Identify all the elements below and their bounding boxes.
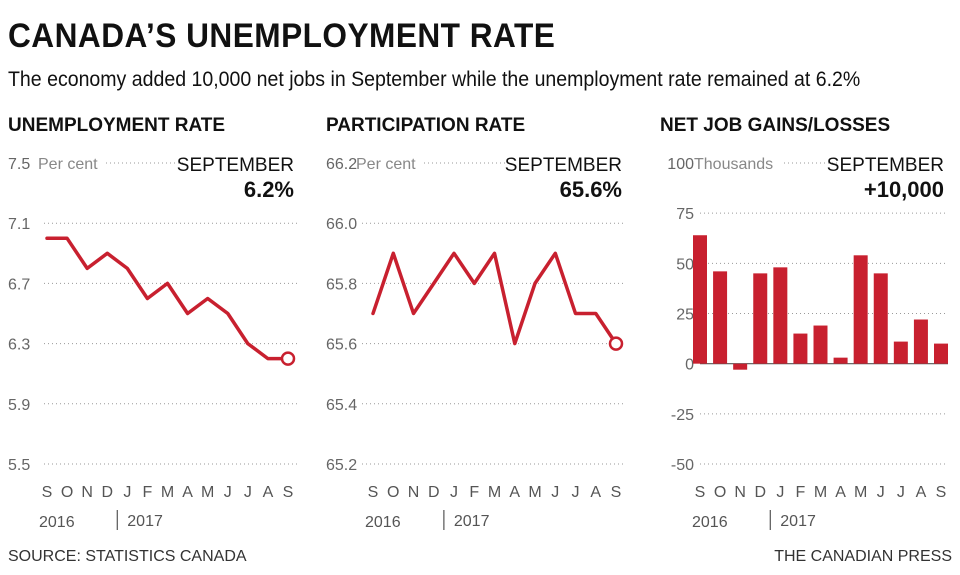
chart2-xtick-label: F	[469, 484, 479, 501]
chart3-xtick-label: M	[814, 484, 827, 501]
chart3-bar	[893, 341, 908, 364]
chart3-unit-label: Thousands	[694, 156, 773, 173]
chart2-series-line	[371, 251, 618, 346]
chart3-bar	[813, 325, 828, 364]
chart3-xtick-label: A	[916, 484, 927, 501]
chart1-series-line	[45, 236, 290, 361]
chart3-bar	[733, 363, 748, 370]
chart2-unit-label: Per cent	[356, 156, 416, 173]
chart1-xtick-label: J	[224, 484, 232, 501]
chart3-bar	[713, 271, 728, 364]
source-note: SOURCE: STATISTICS CANADA	[8, 548, 247, 565]
chart3-xtick-label: D	[754, 484, 766, 501]
chart3-year-label: 2016	[692, 514, 728, 531]
chart2-ytick-label: 66.0	[326, 216, 357, 233]
page-title: CANADA’S UNEMPLOYMENT RATE	[8, 17, 556, 55]
chart3-xtick-label: J	[897, 484, 905, 501]
chart1-xtick-label: J	[244, 484, 252, 501]
chart2-ytick-label: 65.6	[326, 337, 357, 354]
chart1-xtick-label: A	[263, 484, 274, 501]
chart1-xtick-label: M	[201, 484, 214, 501]
chart1-xtick-label: S	[283, 484, 294, 501]
chart3-xtick-label: S	[695, 484, 706, 501]
chart3-ytick-label: 0	[685, 357, 694, 374]
chart1-ytick-label: 6.3	[8, 337, 30, 354]
chart2-xtick-label: J	[450, 484, 458, 501]
chart2-xtick-label: S	[368, 484, 379, 501]
chart3-ytick-label: -50	[671, 457, 694, 474]
chart3-title: NET JOB GAINS/LOSSES	[660, 115, 890, 136]
chart3-bar	[773, 267, 788, 364]
chart3-bar	[693, 235, 707, 364]
chart3-bar	[873, 273, 888, 364]
chart1-ytick-label: 5.9	[8, 397, 30, 414]
chart1-xtick-label: M	[161, 484, 174, 501]
chart3-ytick-label: 25	[676, 307, 694, 324]
chart1-xtick-label: D	[101, 484, 113, 501]
chart1-title: UNEMPLOYMENT RATE	[8, 115, 225, 136]
chart3-xtick-label: J	[776, 484, 784, 501]
chart1-year-label: 2016	[39, 514, 75, 531]
chart1-ytick-label: 7.1	[8, 216, 30, 233]
chart3-ytick-label: 75	[676, 206, 694, 223]
page-subtitle: The economy added 10,000 net jobs in Sep…	[8, 68, 861, 91]
chart3-ytick-label: -25	[671, 407, 694, 424]
chart3-bar	[833, 357, 848, 364]
chart1-xtick-label: A	[182, 484, 193, 501]
chart1-callout-label: SEPTEMBER	[177, 155, 294, 176]
chart3-xtick-label: O	[714, 484, 726, 501]
chart3-xtick-label: S	[936, 484, 947, 501]
chart1-end-marker	[280, 351, 296, 366]
chart1-ytick-label: 6.7	[8, 276, 30, 293]
chart1-ytick-label: 5.5	[8, 457, 30, 474]
chart1-xtick-label: O	[61, 484, 73, 501]
chart3-xtick-label: J	[877, 484, 885, 501]
chart2-ytick-label: 66.2	[326, 156, 357, 173]
chart3-bar	[913, 319, 928, 364]
chart2-title: PARTICIPATION RATE	[326, 115, 525, 136]
chart3-ytick-label: 100	[667, 156, 694, 173]
chart3-year-label: 2017	[780, 513, 816, 530]
chart3-callout-value: +10,000	[864, 177, 944, 202]
chart3-bar	[853, 255, 868, 364]
chart2-callout-label: SEPTEMBER	[505, 155, 622, 176]
chart2-xtick-label: M	[528, 484, 541, 501]
chart2-xtick-label: N	[408, 484, 420, 501]
chart2-xtick-label: A	[509, 484, 520, 501]
chart2-xtick-label: O	[387, 484, 399, 501]
chart2-xtick-label: S	[611, 484, 622, 501]
chart2-xtick-label: D	[428, 484, 440, 501]
chart2-ytick-label: 65.2	[326, 457, 357, 474]
chart2-year-label: 2017	[454, 513, 490, 530]
chart1-callout-value: 6.2%	[244, 177, 294, 202]
chart2-xtick-label: A	[590, 484, 601, 501]
chart2-end-marker	[608, 336, 624, 351]
chart1-xtick-label: S	[42, 484, 53, 501]
chart3-xtick-label: A	[835, 484, 846, 501]
chart2-year-label: 2016	[365, 514, 401, 531]
chart3-callout-label: SEPTEMBER	[827, 155, 944, 176]
chart3-bar	[934, 343, 948, 364]
chart3-bar	[753, 273, 768, 364]
chart1-year-label: 2017	[127, 513, 163, 530]
chart1-xtick-label: N	[81, 484, 93, 501]
chart2-xtick-label: J	[551, 484, 559, 501]
chart2-ytick-label: 65.4	[326, 397, 357, 414]
chart2-xtick-label: M	[488, 484, 501, 501]
credit-note: THE CANADIAN PRESS	[774, 548, 952, 565]
chart1-ytick-label: 7.5	[8, 156, 30, 173]
chart2-ytick-label: 65.8	[326, 276, 357, 293]
chart1-xtick-label: F	[143, 484, 153, 501]
chart3-xtick-label: N	[734, 484, 746, 501]
chart3-bar	[793, 333, 808, 364]
chart2-xtick-label: J	[572, 484, 580, 501]
chart1-xtick-label: J	[123, 484, 131, 501]
chart2-callout-value: 65.6%	[560, 177, 622, 202]
chart3-xtick-label: M	[854, 484, 867, 501]
chart1-unit-label: Per cent	[38, 156, 98, 173]
chart3-ytick-label: 50	[676, 256, 694, 273]
chart3-xtick-label: F	[796, 484, 806, 501]
